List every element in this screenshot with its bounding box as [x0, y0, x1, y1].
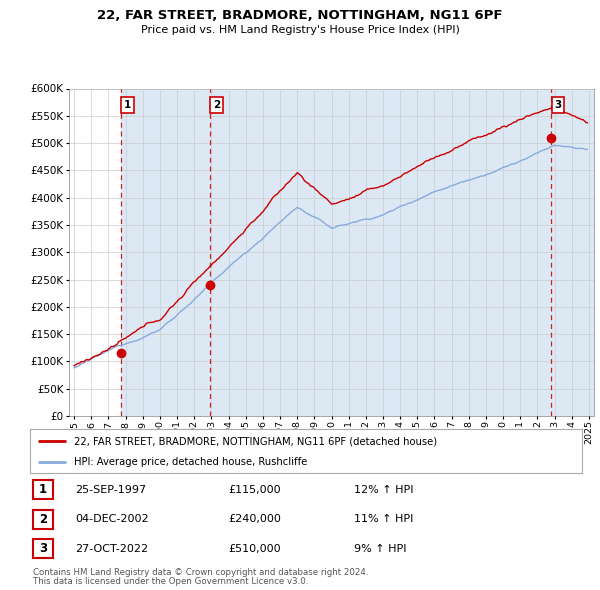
Text: 2: 2: [39, 513, 47, 526]
Text: 22, FAR STREET, BRADMORE, NOTTINGHAM, NG11 6PF (detached house): 22, FAR STREET, BRADMORE, NOTTINGHAM, NG…: [74, 437, 437, 446]
Bar: [121, 88, 210, 416]
Text: 12% ↑ HPI: 12% ↑ HPI: [354, 485, 413, 494]
Text: 3: 3: [39, 542, 47, 555]
Bar: [551, 88, 600, 416]
Text: Price paid vs. HM Land Registry's House Price Index (HPI): Price paid vs. HM Land Registry's House …: [140, 25, 460, 35]
Text: £115,000: £115,000: [228, 485, 281, 494]
Bar: [210, 88, 551, 416]
Text: 27-OCT-2022: 27-OCT-2022: [75, 544, 148, 553]
Text: 2: 2: [213, 100, 220, 110]
Text: HPI: Average price, detached house, Rushcliffe: HPI: Average price, detached house, Rush…: [74, 457, 308, 467]
Text: 11% ↑ HPI: 11% ↑ HPI: [354, 514, 413, 524]
Text: 22, FAR STREET, BRADMORE, NOTTINGHAM, NG11 6PF: 22, FAR STREET, BRADMORE, NOTTINGHAM, NG…: [97, 9, 503, 22]
Text: 1: 1: [39, 483, 47, 496]
Text: £240,000: £240,000: [228, 514, 281, 524]
Text: 9% ↑ HPI: 9% ↑ HPI: [354, 544, 407, 553]
Text: 3: 3: [554, 100, 562, 110]
Text: 1: 1: [124, 100, 131, 110]
Text: Contains HM Land Registry data © Crown copyright and database right 2024.: Contains HM Land Registry data © Crown c…: [33, 568, 368, 577]
Text: This data is licensed under the Open Government Licence v3.0.: This data is licensed under the Open Gov…: [33, 578, 308, 586]
Text: £510,000: £510,000: [228, 544, 281, 553]
Text: 04-DEC-2002: 04-DEC-2002: [75, 514, 149, 524]
Text: 25-SEP-1997: 25-SEP-1997: [75, 485, 146, 494]
